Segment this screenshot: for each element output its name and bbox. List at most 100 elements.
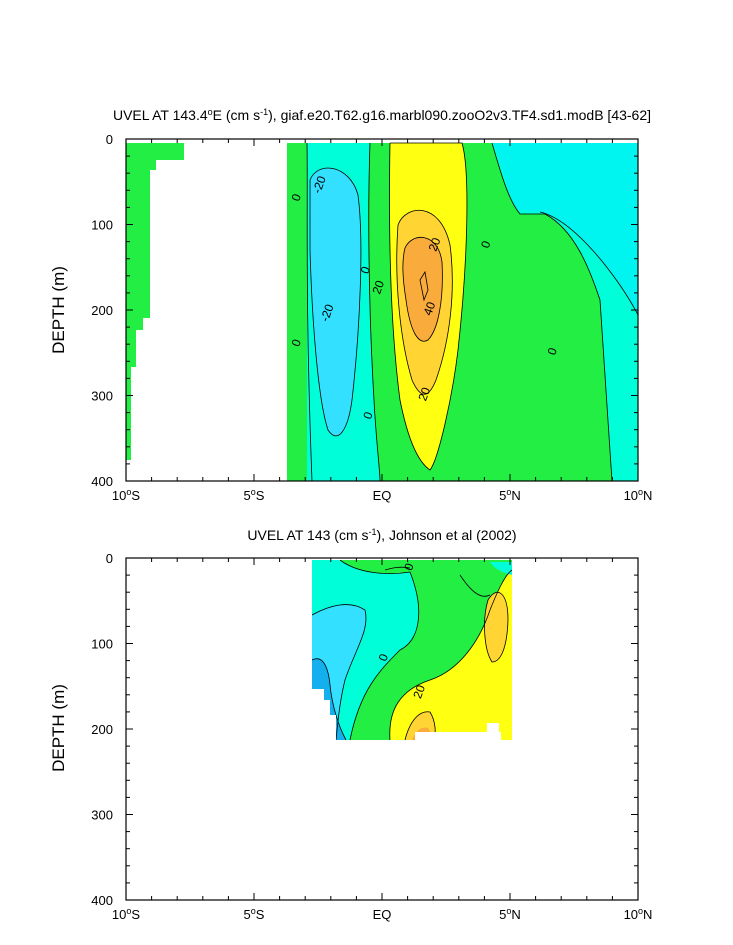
x-tick-num: 5 <box>499 907 506 922</box>
x-tick-deg: o <box>251 487 256 497</box>
x-tick-label: EQ <box>373 488 392 503</box>
x-tick-deg: o <box>638 487 643 497</box>
x-tick-deg: o <box>126 487 131 497</box>
x-tick-num: 5 <box>499 488 506 503</box>
bot-contour-line <box>384 566 411 571</box>
y-tick-label: 400 <box>91 474 113 489</box>
x-tick-hemi: S <box>131 907 140 922</box>
contour-label: 0 <box>360 410 376 421</box>
panel-top-x-ticks: 10oS 5oS EQ 5oN 10oN <box>112 139 653 503</box>
x-tick-hemi: N <box>511 488 520 503</box>
top-west-green <box>287 143 307 481</box>
bot-mask <box>499 732 501 744</box>
top-contour-line <box>309 167 362 437</box>
bot-no-data-mask <box>312 689 512 761</box>
bot-yellow <box>389 570 512 740</box>
bot-mask <box>330 715 336 755</box>
top-contour-line <box>396 209 453 395</box>
x-tick-hemi: S <box>131 488 140 503</box>
panel-bottom-x-ticks: 10oS 5oS EQ 5oN 10oN <box>112 558 653 922</box>
x-tick-deg: o <box>506 906 511 916</box>
x-tick-label: 10oS <box>112 487 140 503</box>
top-contour-line <box>306 142 313 481</box>
top-contour-line <box>491 142 613 481</box>
bot-contour-line <box>312 658 347 741</box>
top-contours <box>306 142 638 481</box>
panel-bottom-fill: 0 0 20 <box>312 560 512 741</box>
panel-bottom-y-ticks: 0 100 200 300 400 <box>91 551 638 908</box>
bot-contour-line <box>312 604 367 741</box>
x-tick-hemi: N <box>643 907 652 922</box>
x-tick-num: 10 <box>112 907 126 922</box>
x-tick-hemi: S <box>256 907 265 922</box>
bot-mask <box>487 723 499 743</box>
x-tick-num: 5 <box>244 488 251 503</box>
panel-bottom: UVEL AT 143 (cm s-1), Johnson et al (200… <box>49 527 652 922</box>
top-east-aqua <box>492 143 638 315</box>
top-contour-line <box>539 211 638 316</box>
x-tick-deg: o <box>126 906 131 916</box>
panel-top-title: UVEL AT 143.4oE (cm s-1), giaf.e20.T62.g… <box>113 107 651 123</box>
bot-contour-labels: 0 0 20 <box>376 561 429 700</box>
y-tick-label: 200 <box>91 303 113 318</box>
x-tick-num: EQ <box>373 907 392 922</box>
y-tick-label: 0 <box>106 551 113 566</box>
panel-bottom-ylabel: DEPTH (m) <box>49 684 68 772</box>
x-tick-num: 10 <box>624 488 638 503</box>
x-tick-num: 10 <box>624 907 638 922</box>
bot-contour-line <box>484 591 509 663</box>
bot-contour-line <box>339 560 420 741</box>
y-tick-label: 100 <box>91 637 113 652</box>
bot-mask <box>415 732 487 744</box>
bot-contour-line <box>389 569 512 741</box>
x-tick-label: 5oN <box>499 906 521 922</box>
contour-label: 0 <box>401 561 417 572</box>
x-tick-label: 10oN <box>624 906 653 922</box>
y-tick-label: 0 <box>106 132 113 147</box>
contour-label: -20 <box>317 302 336 323</box>
x-tick-hemi: N <box>511 907 520 922</box>
panel-top-fill: 0 -20 0 -20 0 20 20 0 40 20 0 0 <box>126 142 638 481</box>
contour-label: 0 <box>289 192 305 203</box>
contour-label: -20 <box>310 174 329 195</box>
y-tick-label: 300 <box>91 389 113 404</box>
contour-label: 40 <box>421 300 439 318</box>
x-tick-hemi: N <box>643 488 652 503</box>
top-orange-core <box>402 237 443 342</box>
y-tick-label: 400 <box>91 893 113 908</box>
x-tick-deg: o <box>638 906 643 916</box>
y-tick-label: 100 <box>91 218 113 233</box>
y-tick-label: 200 <box>91 722 113 737</box>
top-land-green <box>126 143 184 460</box>
contour-label: 20 <box>426 236 444 254</box>
panel-top-ylabel: DEPTH (m) <box>49 266 68 354</box>
x-tick-num: EQ <box>373 488 392 503</box>
panel-bottom-title: UVEL AT 143 (cm s-1), Johnson et al (200… <box>247 527 516 543</box>
top-contour-line <box>368 142 381 481</box>
panel-top: UVEL AT 143.4oE (cm s-1), giaf.e20.T62.g… <box>49 107 652 503</box>
contour-label: 20 <box>369 278 387 296</box>
contour-label: 0 <box>289 337 305 348</box>
y-tick-label: 300 <box>91 808 113 823</box>
top-contour-labels: 0 -20 0 -20 0 20 20 0 40 20 0 0 <box>289 174 561 421</box>
bot-contours <box>312 560 512 741</box>
x-tick-label: 5oS <box>244 487 265 503</box>
top-contour-line <box>402 236 443 342</box>
bot-mask <box>346 741 512 761</box>
x-tick-label: 5oS <box>244 906 265 922</box>
x-tick-hemi: S <box>256 488 265 503</box>
bot-mask <box>324 700 330 755</box>
x-tick-deg: o <box>251 906 256 916</box>
bot-cyan-east <box>490 562 512 575</box>
x-tick-label: 5oN <box>499 487 521 503</box>
x-tick-label: 10oS <box>112 906 140 922</box>
top-contour-line <box>419 270 429 302</box>
contour-label: 0 <box>478 239 494 250</box>
contour-label: 0 <box>358 264 374 275</box>
x-tick-label: 10oN <box>624 487 653 503</box>
top-contour-line <box>389 142 468 471</box>
contour-label: 0 <box>545 346 561 357</box>
bot-contour-line <box>459 574 491 597</box>
